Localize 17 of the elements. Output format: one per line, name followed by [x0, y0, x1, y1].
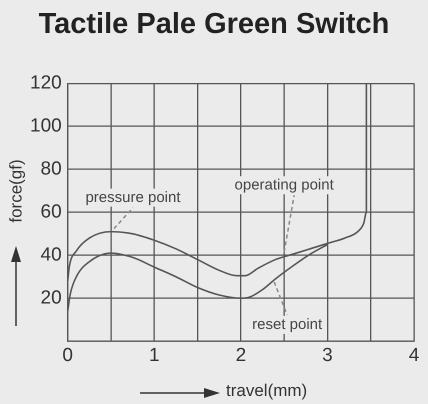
annotation: reset point	[252, 316, 323, 334]
y-axis-title: force(gf)	[7, 158, 27, 222]
annotation: pressure point	[85, 188, 182, 206]
y-tick-label: 100	[30, 116, 62, 137]
x-tick-label: 0	[62, 344, 73, 366]
y-tick-label: 60	[40, 202, 62, 223]
x-tick-label: 3	[322, 344, 333, 366]
y-tick-label: 40	[40, 244, 62, 266]
y-tick-label: 20	[40, 287, 62, 308]
y-tick-label: 80	[40, 158, 62, 180]
chart-title: Tactile Pale Green Switch	[38, 8, 390, 41]
x-tick-label: 4	[408, 344, 420, 366]
x-axis-title: travel(mm)	[226, 381, 308, 401]
y-tick-label: 120	[30, 72, 62, 94]
x-tick-label: 2	[236, 344, 246, 366]
x-tick-label: 1	[148, 344, 160, 366]
annotation: operating point	[234, 176, 335, 194]
